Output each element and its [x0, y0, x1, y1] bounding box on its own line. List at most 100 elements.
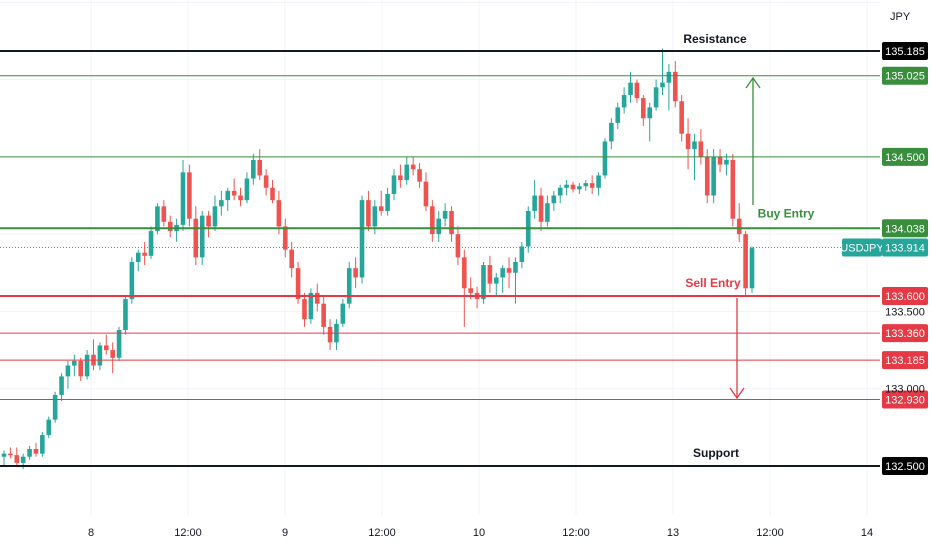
level-price-tag-4: [882, 286, 928, 305]
levels: [0, 50, 880, 467]
candle-body-94: [602, 141, 608, 176]
candle-body-70: [449, 210, 454, 235]
candle-body-97: [621, 95, 627, 108]
candle-body-58: [372, 206, 378, 227]
candle-body-11: [72, 360, 77, 366]
candle-body-110: [704, 156, 710, 196]
symbol-label: USDJPY: [840, 242, 884, 254]
candle-body-88: [564, 184, 569, 188]
current-price-tag: [882, 238, 928, 257]
x-tick-label-5: 12:00: [562, 527, 590, 539]
level-price-label-2: 134.500: [885, 152, 925, 164]
candle-body-24: [155, 206, 160, 232]
candle-body-56: [359, 200, 365, 278]
x-tick-label-8: 14: [861, 527, 873, 539]
annotation-label-4: Sell Entry: [685, 276, 741, 290]
x-tick-label-6: 13: [667, 527, 679, 539]
currency-label: JPY: [890, 11, 911, 23]
candle-body-21: [135, 252, 141, 262]
candle-body-37: [238, 195, 243, 201]
candle-body-50: [321, 303, 326, 327]
candle-body-114: [730, 159, 736, 219]
candle-body-3: [20, 456, 26, 463]
candle-body-41: [263, 175, 269, 188]
candle-body-1: [8, 453, 13, 456]
candle-body-109: [698, 141, 704, 157]
y-tick-label-0: 133.500: [885, 306, 925, 318]
level-price-tag-8: [882, 457, 928, 475]
candle-body-49: [314, 292, 320, 304]
level-price-label-6: 133.185: [885, 355, 925, 367]
candle-body-100: [641, 98, 646, 119]
level-price-tag-0: [882, 42, 928, 60]
candle-body-101: [647, 107, 653, 119]
candle-body-75: [481, 265, 486, 300]
candle-body-54: [346, 268, 352, 304]
candle-body-22: [142, 252, 147, 256]
candle-body-90: [577, 186, 582, 190]
candle-body-13: [84, 354, 90, 377]
candle-body-81: [519, 246, 525, 262]
candle-body-38: [244, 178, 250, 201]
candle-body-44: [282, 226, 288, 250]
candle-body-25: [161, 206, 167, 222]
candle-body-115: [736, 218, 742, 235]
candle-body-95: [609, 122, 614, 142]
sell-arrow-head: [729, 387, 745, 400]
candle-body-62: [398, 175, 403, 181]
candle-body-69: [442, 210, 448, 219]
candle-body-78: [500, 268, 505, 278]
level-price-label-1: 135.025: [885, 71, 925, 83]
candle-body-63: [404, 164, 410, 181]
candle-body-79: [506, 268, 512, 273]
candle-body-43: [276, 200, 282, 227]
candle-body-31: [199, 215, 205, 258]
annotation-label-0: Resistance: [683, 32, 747, 46]
y-tick-label-1: 133.000: [885, 384, 925, 396]
candle-body-10: [65, 365, 71, 377]
candle-body-117: [749, 248, 755, 289]
candle-body-2: [14, 455, 20, 463]
level-price-label-8: 132.500: [885, 461, 925, 473]
candle-body-28: [180, 172, 186, 225]
candle-body-8: [52, 394, 58, 420]
x-tick-label-1: 12:00: [174, 527, 202, 539]
candle-body-67: [430, 206, 435, 235]
candle-body-34: [219, 200, 224, 207]
candle-body-12: [78, 360, 84, 377]
candle-body-29: [187, 172, 192, 219]
symbol-tag-bg: [842, 238, 882, 257]
level-price-label-5: 133.360: [885, 328, 925, 340]
candle-body-77: [493, 277, 499, 284]
candle-body-73: [468, 288, 474, 293]
level-price-tag-3: [882, 219, 928, 238]
candle-body-86: [551, 195, 557, 204]
candle-body-66: [423, 181, 429, 207]
x-tick-label-7: 12:00: [756, 527, 784, 539]
candle-body-0: [1, 453, 7, 457]
candle-body-68: [436, 218, 442, 235]
candle-body-61: [391, 175, 397, 194]
candle-body-6: [40, 435, 45, 454]
candle-body-19: [123, 299, 128, 330]
candle-body-85: [545, 203, 550, 222]
candle-body-48: [308, 292, 314, 320]
candle-body-72: [462, 257, 467, 289]
candle-body-65: [417, 169, 422, 182]
candle-body-57: [366, 200, 371, 227]
candle-body-17: [110, 350, 115, 358]
trade-arrows: [729, 76, 761, 400]
level-price-label-0: 135.185: [885, 46, 925, 58]
candle-body-5: [33, 448, 39, 454]
candle-body-87: [557, 187, 563, 196]
candle-body-112: [717, 156, 723, 165]
x-tick-label-4: 10: [473, 527, 485, 539]
candle-body-99: [634, 82, 640, 99]
annotations: Resistance Buy Entry Sell Entry Support: [683, 32, 814, 460]
candle-body-59: [378, 206, 384, 211]
level-price-tag-5: [882, 324, 928, 343]
candle-body-18: [116, 329, 122, 358]
candle-body-103: [660, 82, 665, 88]
candle-body-9: [59, 376, 64, 395]
